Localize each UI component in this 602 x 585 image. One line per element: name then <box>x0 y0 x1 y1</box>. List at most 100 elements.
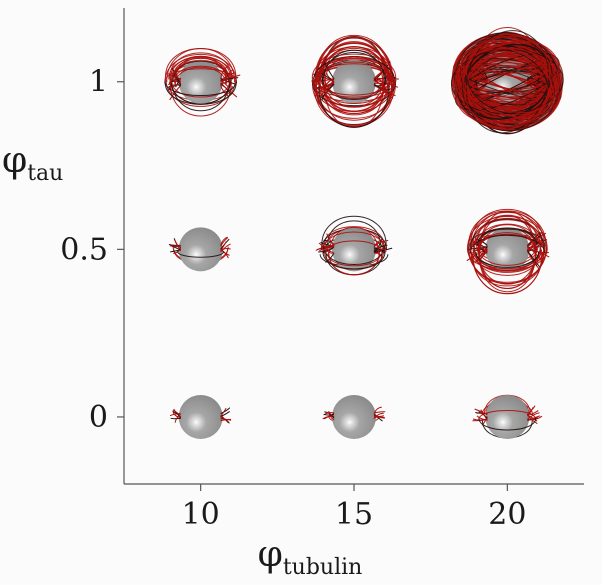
filament <box>220 237 229 247</box>
filament <box>164 68 237 82</box>
filament <box>169 243 181 248</box>
filament-bundle <box>164 52 241 117</box>
sphere-marker <box>332 394 376 439</box>
filament <box>322 245 386 265</box>
filament <box>460 45 555 118</box>
filament <box>475 253 540 276</box>
filament <box>478 232 536 251</box>
filament <box>170 417 181 420</box>
x-tick-label: 20 <box>488 497 526 532</box>
filament <box>328 411 335 421</box>
filament <box>315 37 393 79</box>
data-point <box>311 34 399 128</box>
filament <box>316 36 392 82</box>
filament <box>326 233 335 247</box>
filament-bundle <box>315 227 393 275</box>
filament <box>311 77 397 107</box>
filament <box>220 241 227 252</box>
filament-bundle <box>450 30 564 134</box>
sphere-marker <box>485 227 530 272</box>
filament <box>169 413 181 417</box>
filament <box>172 57 229 77</box>
filament <box>478 417 537 431</box>
filament <box>476 214 539 247</box>
filament <box>473 223 542 253</box>
filament <box>472 249 542 269</box>
filament <box>169 52 233 78</box>
filament <box>168 84 181 88</box>
filament <box>173 246 182 255</box>
y-axis-label-subscript: tau <box>27 161 63 186</box>
filament <box>373 412 384 420</box>
filament <box>324 77 384 99</box>
filament <box>318 85 390 128</box>
filament <box>476 415 488 421</box>
filament <box>455 40 560 123</box>
filament <box>476 245 539 266</box>
filament <box>474 408 488 416</box>
filament <box>527 415 540 422</box>
filament <box>478 410 537 420</box>
filament <box>465 30 549 134</box>
filament <box>470 209 545 245</box>
filament <box>463 64 551 100</box>
filament-bundle <box>472 405 543 431</box>
sphere-marker <box>332 59 376 104</box>
filament <box>475 251 540 268</box>
filament <box>321 215 387 246</box>
filament <box>174 66 227 85</box>
filament <box>373 406 382 414</box>
filament <box>373 247 393 253</box>
sphere-marker <box>332 227 376 272</box>
x-tick-label: 15 <box>335 497 373 532</box>
filament <box>327 220 381 246</box>
filament <box>164 81 237 105</box>
data-point <box>315 215 393 276</box>
filament-bundle <box>466 209 550 295</box>
filament <box>472 217 543 247</box>
filament <box>373 411 386 414</box>
filament <box>477 233 537 250</box>
filament <box>322 251 386 270</box>
filament <box>220 414 229 424</box>
data-point <box>164 48 241 117</box>
filament <box>469 218 545 251</box>
filament <box>327 253 381 267</box>
filament <box>164 81 237 96</box>
y-axis-label: φtau <box>2 140 63 186</box>
x-axis-label-subscript: tubulin <box>283 555 363 580</box>
filament <box>220 418 232 421</box>
filament <box>172 60 229 82</box>
data-point <box>322 394 386 439</box>
filament <box>474 219 541 245</box>
filament <box>373 71 384 80</box>
filament <box>220 407 231 415</box>
filament <box>319 41 389 80</box>
filament-bundle <box>168 236 231 259</box>
filament <box>455 46 560 118</box>
filament <box>527 412 540 420</box>
filament <box>527 239 548 247</box>
data-point <box>169 394 232 439</box>
filament <box>315 61 393 83</box>
filament <box>320 56 388 78</box>
filament <box>311 53 397 79</box>
x-axis-label: φtubulin <box>258 534 363 580</box>
sphere-marker <box>178 394 223 439</box>
filament <box>220 72 235 82</box>
filament <box>164 48 237 78</box>
filament <box>323 413 335 416</box>
x-tick-label: 10 <box>182 497 220 532</box>
data-point <box>466 209 550 295</box>
y-tick-label: 0.5 <box>60 232 108 267</box>
filament <box>373 413 385 419</box>
data-point <box>472 394 543 439</box>
filament <box>465 50 549 114</box>
filament <box>220 85 230 98</box>
filament <box>177 250 225 258</box>
data-point <box>450 27 564 135</box>
filament <box>479 248 488 262</box>
filament <box>373 244 388 250</box>
y-tick-label: 1 <box>89 65 108 100</box>
